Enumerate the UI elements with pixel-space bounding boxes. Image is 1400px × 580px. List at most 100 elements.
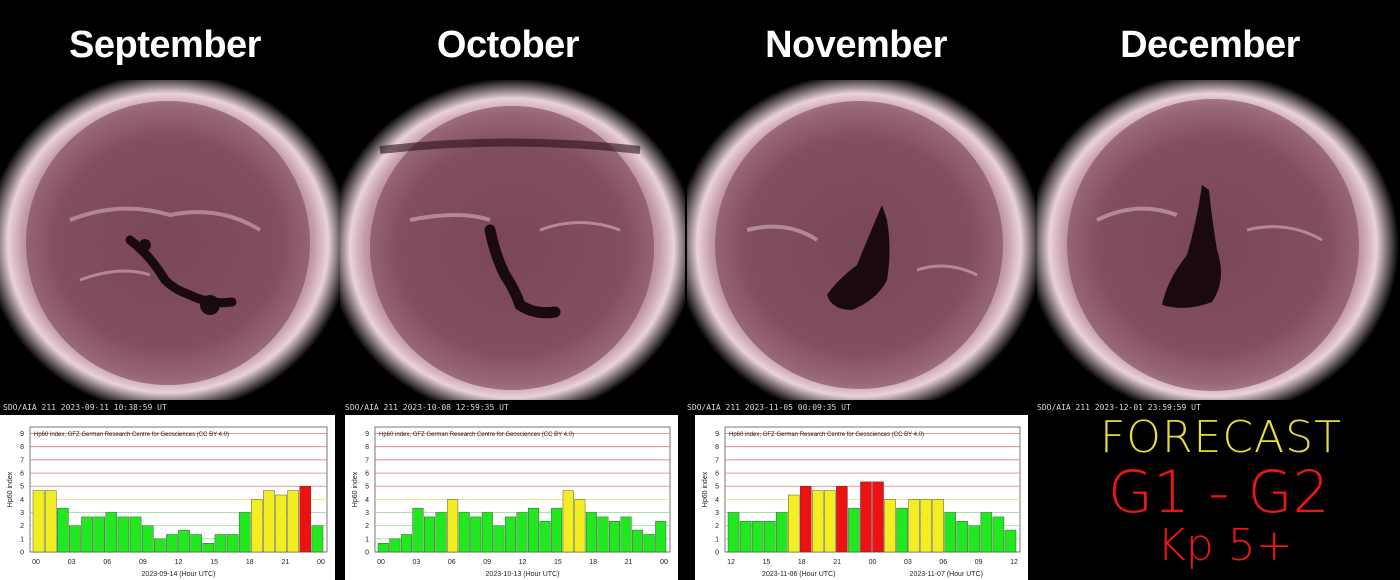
y-axis-label: Hp60 index — [352, 471, 359, 507]
hp60-bar — [287, 490, 299, 553]
hp60-bar — [620, 516, 632, 553]
hp60-bar — [812, 490, 824, 553]
hp60-bar — [1004, 529, 1017, 553]
hp60-bar — [435, 512, 447, 553]
hp60-bar — [574, 499, 586, 553]
hp60-bar — [389, 538, 401, 553]
hp60-bar — [57, 507, 69, 553]
caption-december: SDO/AIA 211 2023-12-01 23:59:59 UT — [1037, 403, 1201, 412]
y-tick-label: 2 — [20, 523, 24, 530]
y-tick-label: 0 — [365, 550, 369, 557]
hp60-bar — [226, 534, 239, 553]
hp60-bar — [105, 512, 118, 553]
hp60-bar — [154, 538, 166, 553]
x-tick-label: 18 — [589, 559, 597, 566]
hp60-bar — [311, 525, 324, 553]
x-tick-label: 18 — [798, 559, 806, 566]
hp60-bar — [504, 516, 516, 553]
month-title-september: September — [69, 24, 261, 66]
hp60-bar — [251, 499, 263, 553]
hp60-bar — [166, 534, 178, 553]
chart-title: Hp60 index, GFZ German Research Centre f… — [729, 432, 924, 438]
y-tick-label: 4 — [715, 497, 719, 504]
hp60-bar — [896, 507, 908, 553]
hp60-bar — [81, 516, 93, 553]
y-axis-label: Hp60 index — [702, 471, 709, 507]
hp60-bar — [516, 512, 528, 553]
y-tick-label: 7 — [365, 457, 369, 464]
y-tick-label: 5 — [365, 484, 369, 491]
hp60-bar — [238, 512, 251, 553]
y-tick-label: 3 — [365, 510, 369, 517]
sun-image-november — [687, 80, 1037, 400]
y-tick-label: 5 — [20, 484, 24, 491]
month-title-december: December — [1120, 24, 1300, 66]
y-tick-label: 6 — [715, 471, 719, 478]
hp60-bar — [69, 525, 81, 553]
hp60-bar — [202, 543, 215, 553]
hp60-bar — [872, 481, 884, 553]
y-tick-label: 1 — [365, 536, 369, 543]
y-tick-label: 7 — [20, 457, 24, 464]
x-axis-label: 2023-09-14 (Hour UTC) — [142, 571, 216, 578]
y-tick-label: 0 — [715, 550, 719, 557]
x-tick-label: 12 — [727, 559, 735, 566]
forecast-kp-value: Kp 5+ — [1157, 520, 1293, 571]
hp60-bar — [920, 499, 932, 553]
hp60-bar — [481, 512, 493, 553]
hp60-bar — [992, 516, 1005, 553]
hp60-bar — [800, 486, 812, 553]
forecast-storm-level: G1 - G2 — [1108, 458, 1330, 526]
y-tick-label: 9 — [365, 431, 369, 438]
x-tick-label: 06 — [103, 559, 111, 566]
x-tick-label: 21 — [625, 559, 633, 566]
hp60-bar — [178, 529, 190, 553]
hp60-bar — [263, 490, 275, 553]
hp60-bar — [884, 499, 896, 553]
hp60-bar — [141, 525, 154, 553]
hp60-bar — [493, 525, 505, 553]
hp60-bar — [585, 512, 597, 553]
hp60-bar — [377, 543, 389, 553]
chart-title: Hp60 index, GFZ German Research Centre f… — [379, 432, 574, 438]
hp60-bar — [400, 534, 412, 553]
y-tick-label: 6 — [20, 471, 24, 478]
y-tick-label: 1 — [20, 536, 24, 543]
x-tick-label: 03 — [68, 559, 76, 566]
hp60-bar — [763, 521, 776, 553]
x-tick-label: 06 — [939, 559, 947, 566]
hp60-bar — [44, 490, 57, 553]
x-tick-label: 03 — [904, 559, 912, 566]
x-tick-label: 15 — [762, 559, 770, 566]
x-tick-label: 00 — [377, 559, 385, 566]
month-title-october: October — [436, 24, 580, 66]
x-tick-label: 09 — [483, 559, 491, 566]
x-axis-label: 2023-10-13 (Hour UTC) — [486, 571, 560, 578]
x-tick-label: 00 — [660, 559, 668, 566]
x-axis-label-right: 2023-11-07 (Hour UTC) — [910, 571, 983, 578]
hp60-bar — [632, 529, 644, 553]
y-tick-label: 3 — [20, 510, 24, 517]
x-tick-label: 12 — [175, 559, 183, 566]
hp60-bar — [129, 516, 142, 553]
y-axis-label: Hp60 index — [7, 471, 14, 507]
hp60-bar — [860, 481, 872, 553]
y-tick-label: 1 — [715, 536, 719, 543]
hp60-bar — [551, 507, 563, 553]
hp60-bar — [727, 512, 740, 553]
forecast-title: FORECAST — [1100, 412, 1342, 463]
sun-image-october — [340, 80, 685, 400]
y-tick-label: 4 — [20, 497, 24, 504]
hp60-bar — [788, 494, 800, 553]
y-tick-label: 9 — [20, 431, 24, 438]
x-tick-label: 12 — [1010, 559, 1018, 566]
hp60-bar — [117, 516, 130, 553]
caption-october: SDO/AIA 211 2023-10-08 12:59:35 UT — [345, 403, 509, 412]
x-tick-label: 09 — [975, 559, 983, 566]
hp60-bar — [470, 516, 482, 553]
caption-september: SDO/AIA 211 2023-09-11 10:38:59 UT — [3, 403, 167, 412]
hp60-bar — [944, 512, 956, 553]
hp60-bar — [848, 507, 860, 553]
x-tick-label: 18 — [246, 559, 254, 566]
hp60-bar — [275, 494, 287, 553]
